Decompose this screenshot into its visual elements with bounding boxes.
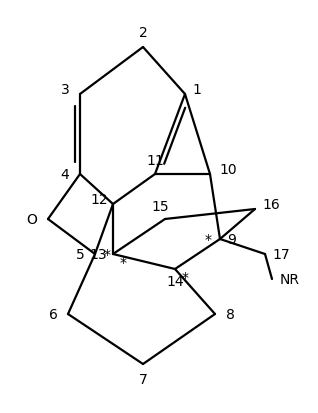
Text: 6: 6 bbox=[49, 307, 58, 321]
Text: 11: 11 bbox=[146, 154, 164, 168]
Text: *: * bbox=[103, 247, 110, 261]
Text: 10: 10 bbox=[219, 163, 237, 177]
Text: NR: NR bbox=[280, 272, 300, 286]
Text: 7: 7 bbox=[139, 372, 147, 386]
Text: 13: 13 bbox=[89, 247, 107, 261]
Text: O: O bbox=[27, 212, 38, 226]
Text: 5: 5 bbox=[76, 247, 84, 261]
Text: *: * bbox=[120, 255, 127, 269]
Text: *: * bbox=[182, 271, 189, 284]
Text: 15: 15 bbox=[151, 199, 169, 214]
Text: 4: 4 bbox=[61, 168, 69, 182]
Text: 12: 12 bbox=[90, 192, 108, 206]
Text: 2: 2 bbox=[139, 26, 147, 40]
Text: *: * bbox=[204, 233, 211, 247]
Text: 17: 17 bbox=[272, 247, 290, 261]
Text: 14: 14 bbox=[166, 274, 184, 288]
Text: 1: 1 bbox=[193, 83, 201, 97]
Text: 16: 16 bbox=[262, 197, 280, 211]
Text: 8: 8 bbox=[225, 307, 234, 321]
Text: 9: 9 bbox=[228, 233, 237, 247]
Text: 3: 3 bbox=[61, 83, 69, 97]
